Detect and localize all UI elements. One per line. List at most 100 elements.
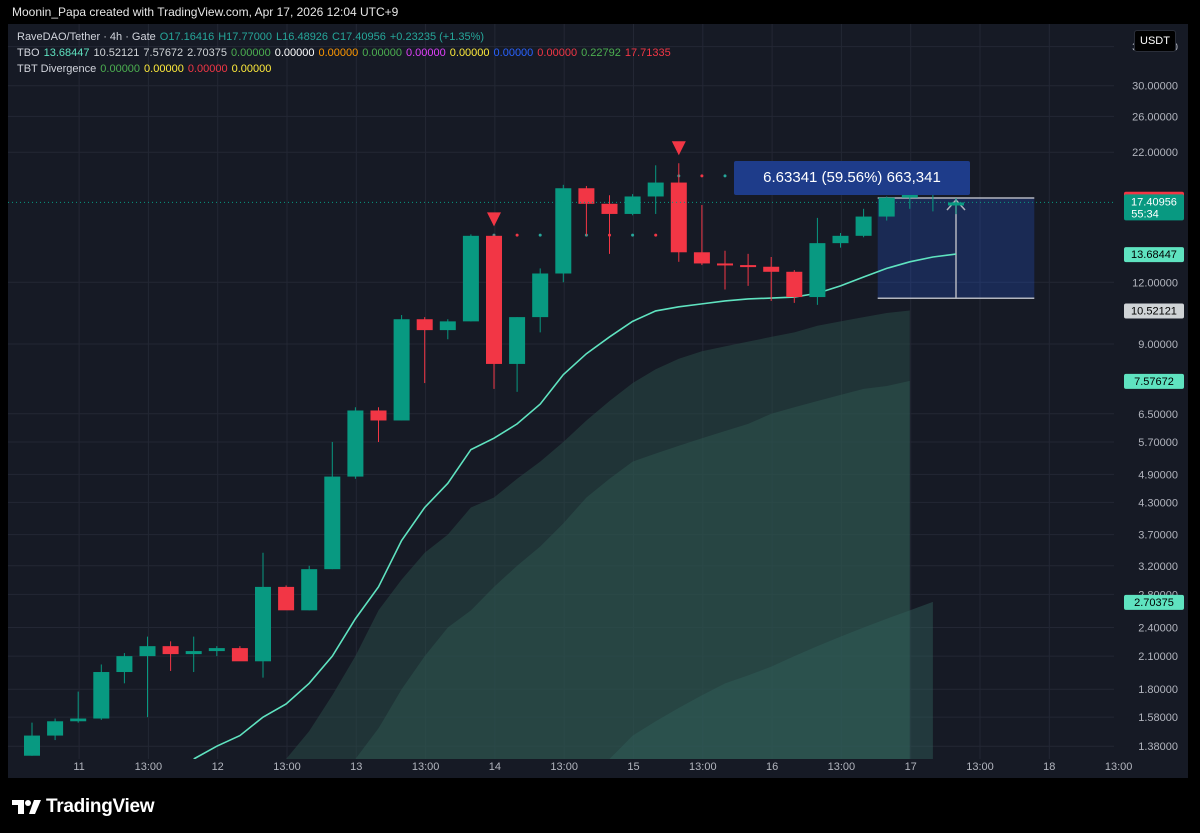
y-tick-label: 1.58000: [1138, 712, 1178, 724]
candle: [878, 197, 895, 217]
line2-value: 0.00000: [362, 47, 402, 59]
line1-value: H17.77000: [218, 31, 273, 43]
y-tick-label: 12.00000: [1132, 277, 1178, 289]
price-badge-value: 10.52121: [1131, 305, 1177, 317]
line1-value: L16.48926: [276, 31, 329, 43]
tbt-divergence-legend: TBT Divergence 0.00000 0.00000 0.00000 0.000…: [17, 63, 275, 75]
y-tick-label: 5.70000: [1138, 437, 1178, 449]
price-badge: [1124, 303, 1184, 319]
y-tick-label: 22.00000: [1132, 147, 1178, 159]
x-tick-label: 13:00: [550, 761, 578, 773]
signal-dot: [515, 233, 519, 237]
price-badge-value: 17.40956: [1131, 196, 1177, 208]
y-tick-label: 1.38000: [1138, 741, 1178, 753]
ohlc-legend: RaveDAO/Tether · 4h · Gate O17.16416 H17.7…: [17, 31, 488, 43]
candle: [347, 410, 364, 477]
x-tick-label: 13:00: [689, 761, 717, 773]
sell-signal-icon: [487, 212, 501, 227]
attribution-text: Moonin_Papa created with TradingView.com…: [12, 5, 399, 19]
candle: [255, 586, 271, 662]
signal-dot: [538, 233, 542, 237]
tradingview-logo: TradingView: [12, 796, 155, 818]
price-badge: [1124, 194, 1184, 221]
candle: [231, 648, 248, 662]
line2-value: 2.70375: [187, 47, 227, 59]
price-badge: [1124, 247, 1184, 263]
candle: [509, 317, 526, 364]
signal-dot: [700, 174, 704, 178]
tbo-band: [355, 380, 910, 759]
y-tick-label: 4.30000: [1138, 497, 1178, 509]
x-tick-label: 13: [350, 761, 362, 773]
candle: [139, 646, 156, 657]
y-tick-label: 1.80000: [1138, 684, 1178, 696]
candle: [578, 188, 595, 204]
x-tick-label: 17: [905, 761, 917, 773]
tbo-legend: TBO 13.68447 10.52121 7.57672 2.70375 0.00000…: [17, 47, 675, 59]
candle: [162, 646, 179, 655]
signal-dot: [723, 174, 727, 178]
x-tick-label: 13:00: [135, 761, 163, 773]
time-axis: [8, 759, 1188, 778]
candle: [462, 235, 479, 322]
candle: [717, 263, 733, 266]
candle: [670, 182, 687, 253]
currency-badge[interactable]: USDT: [1134, 30, 1176, 52]
candle: [763, 266, 780, 272]
x-tick-label: 16: [766, 761, 778, 773]
x-tick-label: 13:00: [412, 761, 440, 773]
x-tick-label: 13:00: [273, 761, 301, 773]
line2-value: 7.57672: [143, 47, 184, 59]
y-tick-label: 2.40000: [1138, 622, 1178, 634]
line2-value: 13.68447: [43, 47, 90, 59]
line1-value: O17.16416: [159, 31, 215, 43]
chart-panel[interactable]: 36.0000030.0000026.0000022.0000012.00000…: [8, 24, 1188, 778]
line2-value: 17.71335: [624, 47, 671, 59]
line2-value: 0.00000: [230, 47, 271, 59]
candle: [116, 656, 133, 673]
candle: [185, 651, 202, 655]
y-tick-label: 9.00000: [1138, 339, 1178, 351]
footer: TradingView: [0, 778, 1200, 833]
price-badge-countdown: 55:34: [1131, 208, 1159, 220]
line2-value: 0.00000: [493, 47, 534, 59]
candle: [601, 203, 618, 214]
tradingview-logo-text: TradingView: [46, 796, 155, 817]
candle: [24, 735, 40, 756]
candle: [208, 648, 225, 652]
candle: [532, 273, 549, 318]
x-tick-label: 11: [73, 761, 84, 773]
price-badge-value: 2.70375: [1134, 597, 1174, 609]
measure-label: 6.63341 (59.56%) 663,341: [734, 161, 970, 195]
x-tick-label: 13:00: [966, 761, 994, 773]
line3-value: TBT Divergence: [17, 63, 97, 75]
candle: [70, 718, 87, 722]
line1-value: C17.40956: [332, 31, 386, 43]
y-tick-label: 6.50000: [1138, 409, 1178, 421]
signal-dot: [654, 233, 658, 237]
y-tick-label: 4.90000: [1138, 469, 1178, 481]
sell-signal-icon: [671, 141, 686, 156]
price-chart[interactable]: 36.0000030.0000026.0000022.0000012.00000…: [8, 24, 1188, 778]
x-tick-label: 18: [1043, 761, 1055, 773]
candle: [93, 672, 110, 719]
price-badge-value: 13.68447: [1131, 249, 1177, 261]
line2-value: 0.00000: [537, 47, 578, 59]
line3-value: 0.00000: [187, 63, 228, 75]
line3-value: 0.00000: [144, 63, 184, 75]
candle: [301, 569, 318, 611]
candle: [693, 252, 710, 264]
tbo-line: [193, 253, 957, 760]
price-badge-value: 7.57672: [1134, 376, 1174, 388]
candle: [809, 243, 826, 298]
y-tick-label: 30.00000: [1132, 81, 1178, 93]
candle: [324, 476, 341, 570]
y-tick-label: 26.00000: [1132, 111, 1178, 123]
tradingview-logo-icon: [12, 800, 41, 814]
x-tick-label: 15: [627, 761, 639, 773]
x-tick-label: 13:00: [828, 761, 856, 773]
candle: [624, 196, 641, 214]
candle: [370, 410, 387, 421]
candle: [647, 182, 664, 197]
attribution-bar: Moonin_Papa created with TradingView.com…: [0, 0, 1200, 24]
